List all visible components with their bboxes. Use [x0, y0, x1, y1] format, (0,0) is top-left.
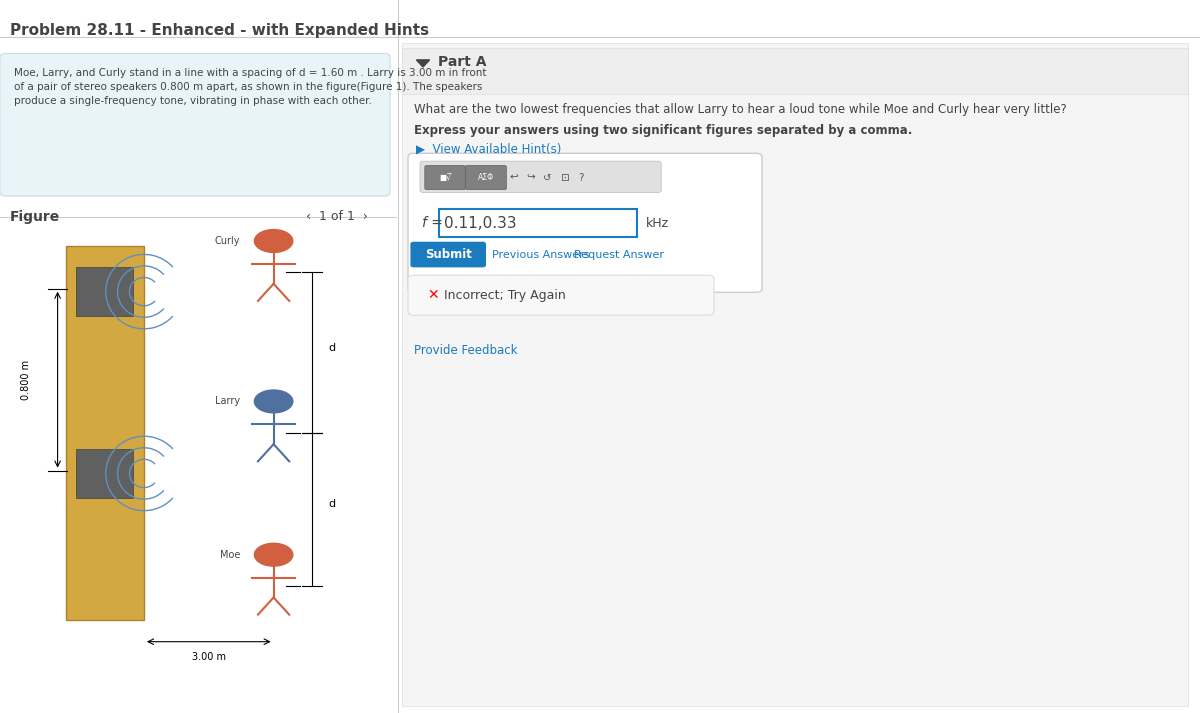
Text: Express your answers using two significant figures separated by a comma.: Express your answers using two significa…: [414, 124, 912, 137]
Text: ▶  View Available Hint(s): ▶ View Available Hint(s): [416, 143, 562, 155]
FancyBboxPatch shape: [402, 43, 1188, 706]
Text: ↺: ↺: [542, 173, 552, 183]
Text: ‹  1 of 1  ›: ‹ 1 of 1 ›: [306, 210, 368, 222]
Text: 0.11,0.33: 0.11,0.33: [444, 215, 517, 231]
Text: Part A: Part A: [438, 55, 486, 69]
Polygon shape: [416, 60, 430, 67]
FancyBboxPatch shape: [76, 267, 133, 316]
Text: Previous Answers: Previous Answers: [492, 250, 589, 260]
Text: What are the two lowest frequencies that allow Larry to hear a loud tone while M: What are the two lowest frequencies that…: [414, 103, 1067, 116]
Text: 3.00 m: 3.00 m: [192, 652, 226, 662]
Text: Larry: Larry: [215, 396, 240, 406]
FancyBboxPatch shape: [466, 165, 506, 190]
Text: ?: ?: [578, 173, 583, 183]
Text: ✕: ✕: [427, 288, 439, 302]
FancyBboxPatch shape: [439, 209, 637, 237]
FancyBboxPatch shape: [76, 449, 133, 498]
Text: 0.800 m: 0.800 m: [22, 359, 31, 400]
Text: ΑΣΦ: ΑΣΦ: [478, 173, 494, 182]
FancyBboxPatch shape: [408, 275, 714, 315]
Text: Problem 28.11 - Enhanced - with Expanded Hints: Problem 28.11 - Enhanced - with Expanded…: [10, 23, 428, 38]
Text: Request Answer: Request Answer: [574, 250, 664, 260]
Circle shape: [254, 543, 293, 566]
Text: ⊡: ⊡: [559, 173, 569, 183]
Text: d: d: [329, 499, 336, 510]
Circle shape: [254, 230, 293, 252]
Text: ■√̅: ■√̅: [439, 173, 451, 182]
Text: kHz: kHz: [646, 217, 668, 230]
Text: Moe: Moe: [220, 550, 240, 560]
Text: Figure: Figure: [10, 210, 60, 225]
FancyBboxPatch shape: [402, 48, 1188, 94]
Circle shape: [254, 390, 293, 413]
FancyBboxPatch shape: [425, 165, 466, 190]
Text: Provide Feedback: Provide Feedback: [414, 344, 517, 356]
Text: f =: f =: [422, 216, 443, 230]
FancyBboxPatch shape: [66, 246, 144, 620]
FancyBboxPatch shape: [0, 53, 390, 196]
FancyBboxPatch shape: [410, 242, 486, 267]
Text: ↩: ↩: [509, 173, 518, 183]
FancyBboxPatch shape: [408, 153, 762, 292]
Text: d: d: [329, 342, 336, 353]
FancyBboxPatch shape: [420, 161, 661, 193]
Text: ↪: ↪: [526, 173, 535, 183]
Text: Curly: Curly: [215, 236, 240, 246]
Text: Moe, Larry, and Curly stand in a line with a spacing of d = 1.60 m . Larry is 3.: Moe, Larry, and Curly stand in a line wi…: [14, 68, 487, 106]
Text: Submit: Submit: [425, 248, 472, 261]
Text: Incorrect; Try Again: Incorrect; Try Again: [444, 289, 565, 302]
